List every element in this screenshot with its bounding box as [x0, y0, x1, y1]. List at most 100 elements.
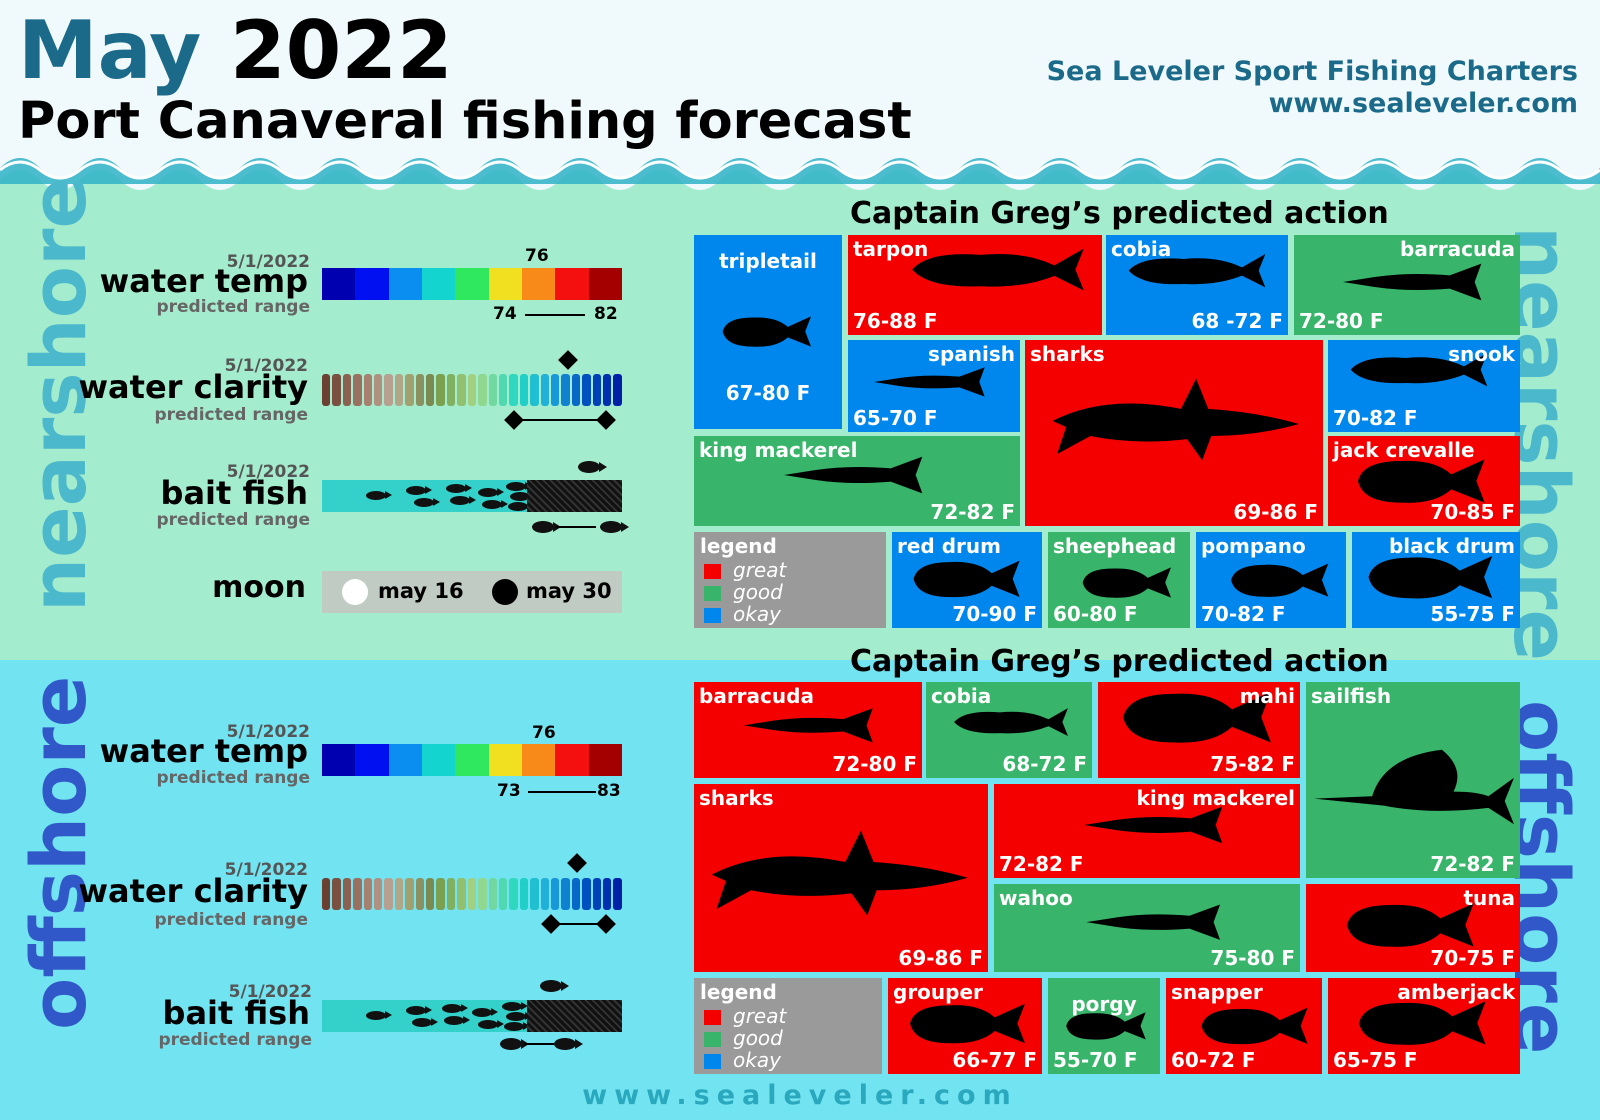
snapper-icon	[1196, 1002, 1316, 1058]
predicted-range-label: predicted range	[154, 405, 308, 425]
species-name: grouper	[893, 980, 983, 1004]
water-clarity-scale	[322, 374, 622, 406]
water-clarity-label: water clarity	[78, 872, 308, 910]
legend-swatch-great	[704, 564, 721, 579]
predicted-range-label: predicted range	[158, 1030, 312, 1050]
species-name: mahi	[1239, 684, 1295, 708]
species-name: spanish	[928, 342, 1015, 366]
footer-website[interactable]: www.sealeveler.com	[582, 1080, 1018, 1111]
legend-item-good: good	[704, 580, 783, 604]
species-temp-range: 72-80 F	[1299, 309, 1384, 333]
species-temp-range: 70-82 F	[1333, 406, 1418, 430]
species-tile-mahi: mahi 75-82 F	[1098, 682, 1300, 778]
species-temp-range: 68 -72 F	[1191, 309, 1283, 333]
offshore-panel-title: Captain Greg’s predicted action	[850, 644, 1389, 679]
legend-title: legend	[700, 534, 777, 558]
legend-label-great: great	[733, 1004, 787, 1028]
legend-label-good: good	[733, 580, 783, 604]
species-temp-range: 70-85 F	[1430, 500, 1515, 524]
species-name: sheephead	[1053, 534, 1177, 558]
new-moon-icon	[492, 579, 518, 605]
sheephead-icon	[1078, 556, 1178, 616]
species-tile-spanish: spanish 65-70 F	[848, 340, 1020, 432]
tarpon-icon	[908, 241, 1088, 319]
species-tile-grouper: grouper 66-77 F	[888, 978, 1042, 1074]
legend-label-okay: okay	[733, 602, 781, 626]
company-website[interactable]: www.sealeveler.com	[1268, 88, 1578, 119]
species-tile-black-drum: black drum 55-75 F	[1352, 532, 1520, 628]
water-clarity-range-line	[514, 419, 606, 421]
predicted-range-label: predicted range	[156, 297, 310, 317]
bait-fish-current-marker	[578, 461, 607, 473]
species-name: sailfish	[1311, 684, 1392, 708]
water-temp-range-line	[525, 314, 585, 316]
species-temp-range: 70-90 F	[952, 602, 1037, 626]
species-temp-range: 69-86 F	[1233, 500, 1318, 524]
water-temp-low: 73	[497, 781, 521, 801]
bait-fish-high-marker	[600, 521, 629, 533]
king-mackerel-icon	[754, 450, 954, 510]
title-year: 2022	[230, 4, 453, 97]
species-temp-range: 60-72 F	[1171, 1048, 1256, 1072]
species-temp-range: 70-75 F	[1430, 946, 1515, 970]
water-temp-scale	[322, 268, 622, 300]
bait-fish-range-line	[524, 1043, 554, 1045]
page-subtitle: Port Canaveral fishing forecast	[18, 92, 912, 151]
species-temp-range: 60-80 F	[1053, 602, 1138, 626]
shark-icon	[1045, 370, 1305, 490]
species-name: wahoo	[999, 886, 1073, 910]
legend-swatch-okay	[704, 1054, 721, 1069]
predicted-range-label: predicted range	[154, 910, 308, 930]
tuna-icon	[1322, 900, 1502, 960]
nearshore-panel-title: Captain Greg’s predicted action	[850, 196, 1389, 231]
legend-item-good: good	[704, 1026, 783, 1050]
cobia-icon	[936, 704, 1086, 754]
species-tile-sailfish: sailfish 72-82 F	[1306, 682, 1520, 878]
water-temp-label: water temp	[99, 262, 308, 300]
king-mackerel-icon	[1044, 800, 1264, 860]
species-tile-sheephead: sheephead 60-80 F	[1048, 532, 1190, 628]
species-temp-range: 75-82 F	[1210, 752, 1295, 776]
species-name: king mackerel	[699, 438, 858, 462]
bait-fish-current-marker	[540, 980, 569, 992]
species-temp-range: 66-77 F	[952, 1048, 1037, 1072]
species-name: snook	[1448, 342, 1515, 366]
legend-swatch-okay	[704, 608, 721, 623]
species-name: snapper	[1171, 980, 1263, 1004]
species-tile-tripletail: tripletail 67-80 F	[694, 235, 842, 429]
species-temp-range: 76-88 F	[853, 309, 938, 333]
legend-swatch-great	[704, 1010, 721, 1025]
bait-fish-label: bait fish	[160, 474, 308, 512]
waves-decoration	[0, 158, 1600, 200]
species-tile-cobia: cobia 68-72 F	[926, 682, 1092, 778]
water-clarity-range-line	[551, 923, 605, 925]
bait-fish-label: bait fish	[162, 994, 310, 1032]
species-tile-barracuda: barracuda 72-80 F	[1294, 235, 1520, 335]
species-temp-range: 68-72 F	[1002, 752, 1087, 776]
species-name: black drum	[1388, 534, 1515, 558]
species-name: jack crevalle	[1333, 438, 1475, 462]
species-tile-king-mackerel: king mackerel 72-82 F	[694, 436, 1020, 526]
species-tile-cobia: cobia 68 -72 F	[1106, 235, 1288, 335]
water-clarity-label: water clarity	[78, 368, 308, 406]
pompano-icon	[1226, 554, 1336, 614]
species-temp-range: 72-82 F	[999, 852, 1084, 876]
species-tile-snapper: snapper 60-72 F	[1166, 978, 1322, 1074]
species-tile-red-drum: red drum 70-90 F	[892, 532, 1042, 628]
bait-fish-high-marker	[554, 1038, 583, 1050]
legend-item-great: great	[704, 1004, 786, 1028]
legend-label-okay: okay	[733, 1048, 781, 1072]
jack-crevalle-icon	[1338, 456, 1508, 516]
bait-fish-low-marker	[532, 521, 561, 533]
species-name: sharks	[699, 786, 774, 810]
porgy-icon	[1062, 1004, 1152, 1054]
company-block: Sea Leveler Sport Fishing Charters www.s…	[1047, 56, 1578, 120]
bait-fish-range-line	[556, 526, 596, 528]
mahi-icon	[1114, 688, 1284, 758]
species-tile-snook: snook 70-82 F	[1328, 340, 1520, 432]
predicted-range-label: predicted range	[156, 510, 310, 530]
barracuda-icon	[1318, 257, 1508, 317]
water-temp-high: 83	[597, 781, 621, 801]
species-tile-jack-crevalle: jack crevalle 70-85 F	[1328, 436, 1520, 526]
species-tile-king-mackerel: king mackerel 72-82 F	[994, 784, 1300, 878]
